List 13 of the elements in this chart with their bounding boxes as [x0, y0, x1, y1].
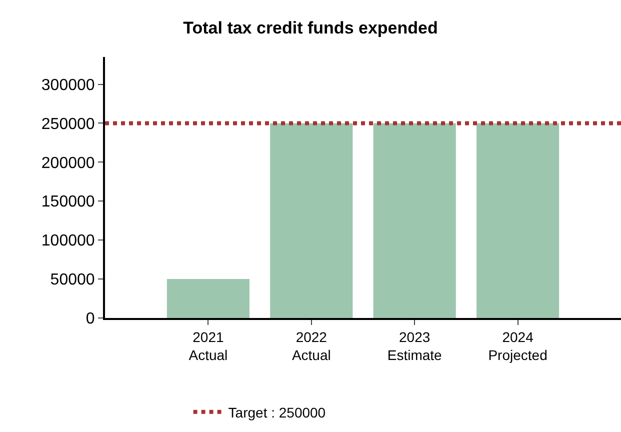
- y-tick-label: 200000: [41, 154, 95, 172]
- x-tick-label: 2021 Actual: [188, 328, 228, 363]
- x-tick-label: 2024 Projected: [488, 328, 548, 363]
- x-tick-label: 2023 Estimate: [387, 328, 442, 363]
- legend-label: Target : 250000: [228, 404, 326, 420]
- x-tick-label: 2022 Actual: [292, 328, 331, 363]
- y-tick-label: 250000: [41, 116, 95, 133]
- y-tick-label: 50000: [50, 272, 95, 289]
- y-tick-label: 100000: [41, 232, 95, 250]
- chart-title: Total tax credit funds expended: [183, 18, 438, 38]
- y-tick-label: 300000: [41, 76, 95, 94]
- y-tick-label: 0: [86, 310, 95, 328]
- y-tick-label: 150000: [41, 194, 95, 211]
